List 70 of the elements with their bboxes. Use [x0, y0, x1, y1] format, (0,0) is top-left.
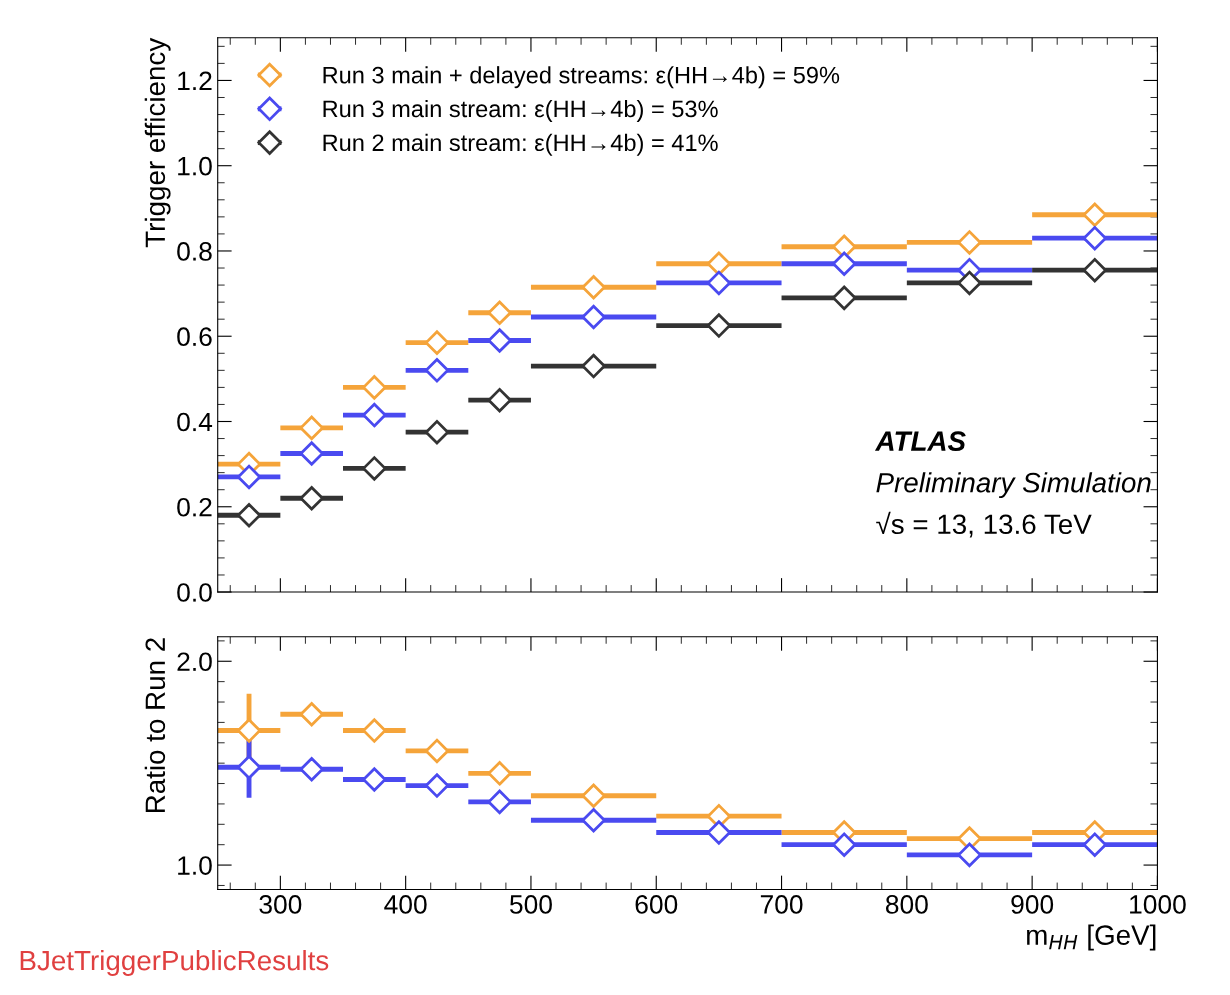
point	[236, 718, 262, 743]
point	[487, 789, 512, 815]
y-tick-label: 0.2	[177, 497, 212, 517]
point	[424, 419, 450, 445]
legend-label: Run 2 main stream: ε(HH→4b) = 41%	[323, 133, 718, 156]
point	[299, 486, 324, 511]
x-tick-label: 800	[885, 895, 928, 914]
point	[424, 330, 450, 355]
y-tick-label: 0.0	[177, 583, 212, 602]
point	[362, 375, 387, 400]
point	[581, 304, 606, 330]
y-tick-label: 1.0	[178, 156, 212, 176]
point	[487, 300, 512, 325]
point	[706, 270, 732, 296]
point	[299, 415, 324, 441]
x-tick-label: 1000	[1130, 895, 1186, 914]
point	[957, 230, 982, 255]
text: BJetTriggerPublicResults	[20, 949, 329, 976]
point	[832, 251, 857, 276]
point	[957, 270, 982, 296]
point	[1082, 202, 1107, 227]
point	[581, 808, 606, 833]
point	[236, 755, 262, 780]
point	[236, 464, 262, 490]
y-axis-title: Ratio to Run 2	[144, 638, 166, 813]
point	[236, 503, 262, 528]
y-axis-title: Trigger efficiency	[144, 37, 171, 248]
point	[424, 358, 450, 383]
point	[832, 832, 857, 857]
point	[581, 783, 606, 808]
point	[581, 353, 606, 379]
y-tick-label: 0.8	[177, 242, 212, 261]
point	[299, 757, 324, 782]
point	[957, 842, 982, 868]
annotation: √s = 13, 13.6 TeV	[876, 511, 1092, 538]
point	[1082, 225, 1107, 251]
point	[487, 387, 512, 413]
legend-label: Run 3 main stream: ε(HH→4b) = 53%	[323, 99, 718, 122]
x-tick-label: 700	[760, 895, 803, 914]
y-tick-label: 2.0	[177, 652, 212, 672]
point	[706, 251, 732, 276]
x-tick-label: 400	[384, 895, 427, 914]
y-tick-label: 1.2	[178, 71, 212, 90]
point	[362, 767, 387, 792]
point	[362, 402, 387, 428]
point	[832, 285, 857, 311]
annotation: ATLAS	[874, 431, 966, 451]
point	[1082, 832, 1107, 857]
point	[706, 313, 732, 338]
point	[487, 761, 512, 786]
x-tick-label: 600	[635, 895, 678, 914]
x-tick-label: 900	[1011, 895, 1054, 914]
point	[299, 702, 324, 727]
point	[1082, 257, 1107, 283]
point	[424, 738, 450, 764]
y-tick-label: 0.4	[177, 412, 213, 432]
y-tick-label: 0.6	[177, 327, 212, 347]
point	[362, 718, 387, 743]
point	[362, 456, 387, 481]
x-tick-label: 300	[259, 895, 302, 914]
point	[424, 773, 450, 798]
x-axis-title: m$_{HH}$ [GeV]	[1027, 924, 1156, 951]
point	[706, 820, 732, 845]
legend-label: Run 3 main + delayed streams: ε(HH→4b) = 59%	[323, 66, 840, 89]
point	[487, 328, 512, 353]
point	[581, 275, 606, 300]
point	[299, 441, 324, 466]
y-tick-label: 1.0	[178, 856, 212, 875]
x-tick-label: 500	[509, 895, 552, 914]
annotation: Preliminary Simulation	[876, 472, 1151, 499]
